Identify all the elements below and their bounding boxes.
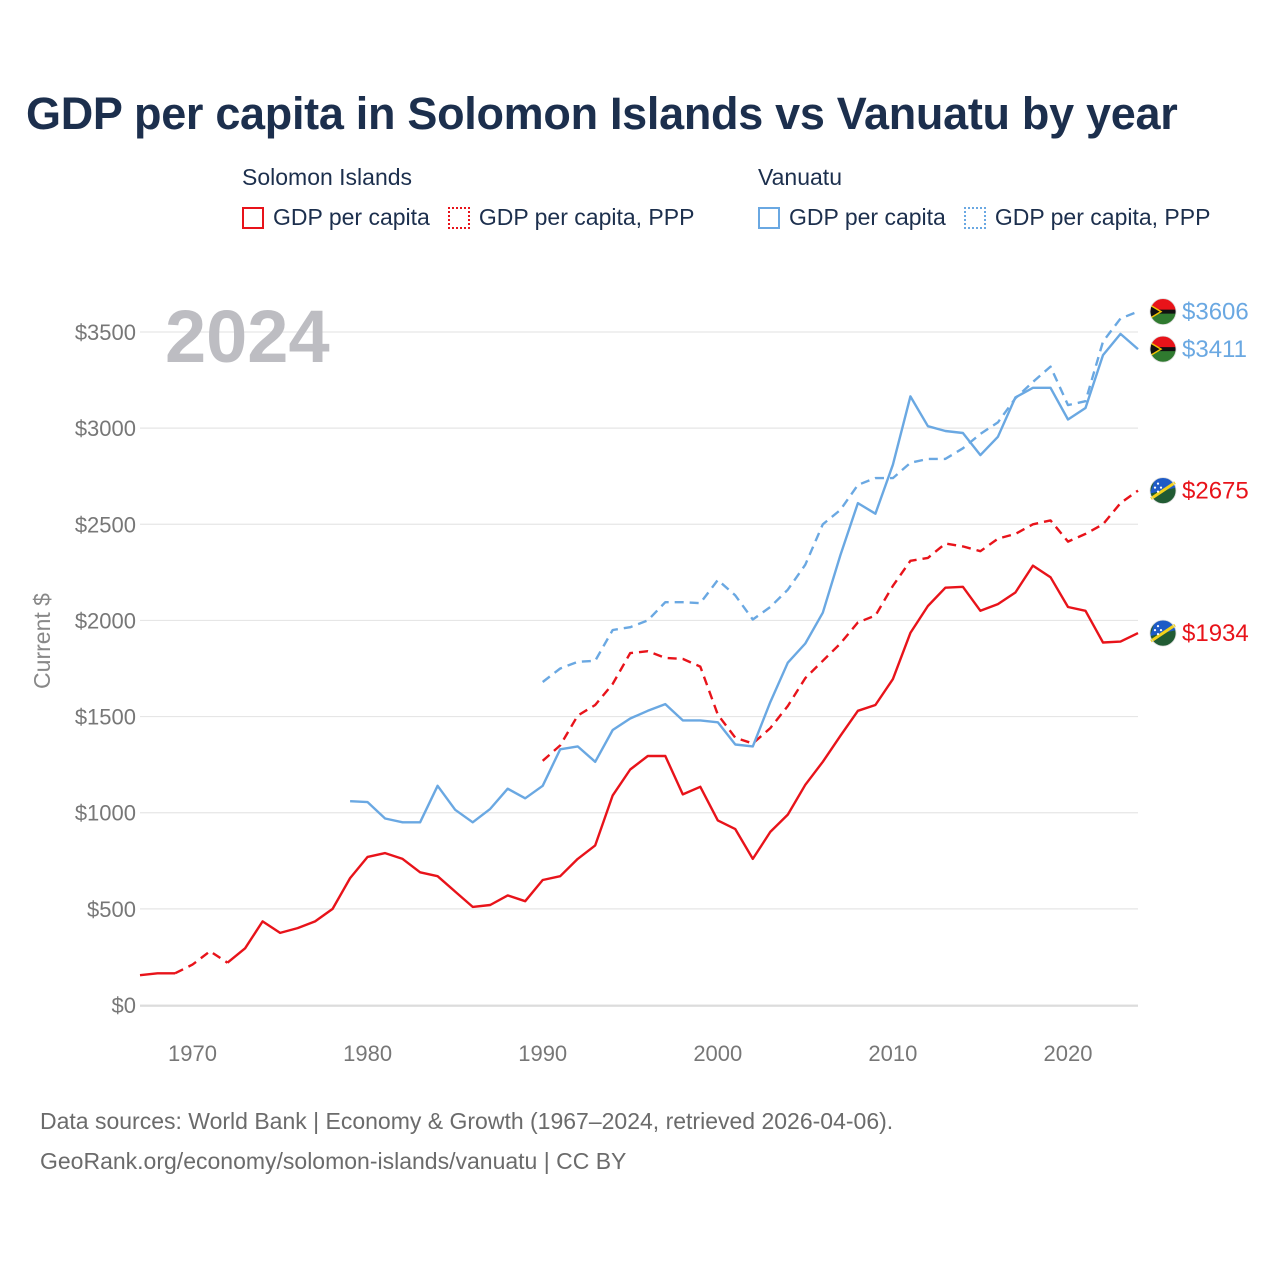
x-tick-label: 1970: [168, 1041, 217, 1066]
gridlines: [140, 331, 1138, 1006]
legend-item-label: GDP per capita: [273, 204, 430, 230]
y-tick-label: $2000: [75, 608, 136, 633]
y-tick-label: $1500: [75, 705, 136, 730]
x-tick-label: 1990: [518, 1041, 567, 1066]
legend-item-gdp-per-capita[interactable]: GDP per capita: [758, 204, 946, 231]
y-tick-label: $3000: [75, 416, 136, 441]
end-flag-marker: [1149, 619, 1177, 647]
legend-group-vanuatu: Vanuatu GDP per capita GDP per capita, P…: [758, 162, 1210, 231]
series-end-markers: $1934 $2675 $3411 $3606: [1149, 298, 1249, 647]
legend-country-name: Vanuatu: [758, 164, 842, 190]
solid-line-swatch-icon: [242, 206, 264, 229]
series-line[interactable]: [139, 564, 1139, 977]
legend-item-gdp-per-capita-ppp[interactable]: GDP per capita, PPP: [963, 204, 1211, 231]
x-axis-ticks: 1970 1980 1990 2000 2010 2020: [168, 1041, 1092, 1066]
x-tick-label: 2000: [693, 1041, 742, 1066]
end-value-label: $3606: [1182, 299, 1249, 326]
y-tick-label: $2500: [75, 512, 136, 537]
dotted-line-swatch-icon: [447, 206, 470, 229]
x-tick-label: 1980: [343, 1041, 392, 1066]
end-value-label: $1934: [1182, 620, 1249, 647]
year-label: 2024: [165, 295, 330, 378]
y-tick-label: $3500: [75, 320, 136, 345]
y-tick-label: $500: [87, 897, 136, 922]
legend-item-gdp-per-capita[interactable]: GDP per capita: [242, 204, 430, 231]
y-axis-label: Current $: [29, 593, 55, 689]
legend-item-label: GDP per capita, PPP: [478, 204, 695, 230]
chart-title: GDP per capita in Solomon Islands vs Van…: [26, 88, 1178, 139]
series-lines: [139, 310, 1139, 977]
solid-line-swatch-icon: [758, 206, 780, 229]
legend-item-gdp-per-capita-ppp[interactable]: GDP per capita, PPP: [447, 204, 695, 231]
y-tick-label: $0: [112, 993, 136, 1018]
legend-item-label: GDP per capita: [789, 204, 946, 230]
legend-group-solomon-islands: Solomon Islands GDP per capita GDP per c…: [242, 162, 694, 231]
end-value-label: $3411: [1182, 336, 1247, 363]
series-line[interactable]: [350, 332, 1139, 824]
end-flag-marker: [1149, 477, 1177, 505]
source-line: Data sources: World Bank | Economy & Gro…: [40, 1108, 894, 1134]
series-line[interactable]: [174, 950, 229, 975]
dotted-line-swatch-icon: [963, 206, 986, 229]
legend-item-label: GDP per capita, PPP: [994, 204, 1211, 230]
series-line[interactable]: [541, 310, 1139, 683]
legend-country-name: Solomon Islands: [242, 164, 413, 190]
series-line[interactable]: [541, 489, 1139, 762]
end-flag-marker: [1149, 335, 1177, 363]
x-tick-label: 2020: [1043, 1041, 1092, 1066]
y-axis-ticks: $0 $500 $1000 $1500 $2000 $2500 $3000 $3500: [75, 320, 136, 1018]
y-tick-label: $1000: [75, 801, 136, 826]
end-value-label: $2675: [1182, 478, 1249, 505]
x-tick-label: 2010: [868, 1041, 917, 1066]
source-url[interactable]: GeoRank.org/economy/solomon-islands/vanu…: [40, 1148, 627, 1174]
end-flag-marker: [1149, 298, 1177, 326]
